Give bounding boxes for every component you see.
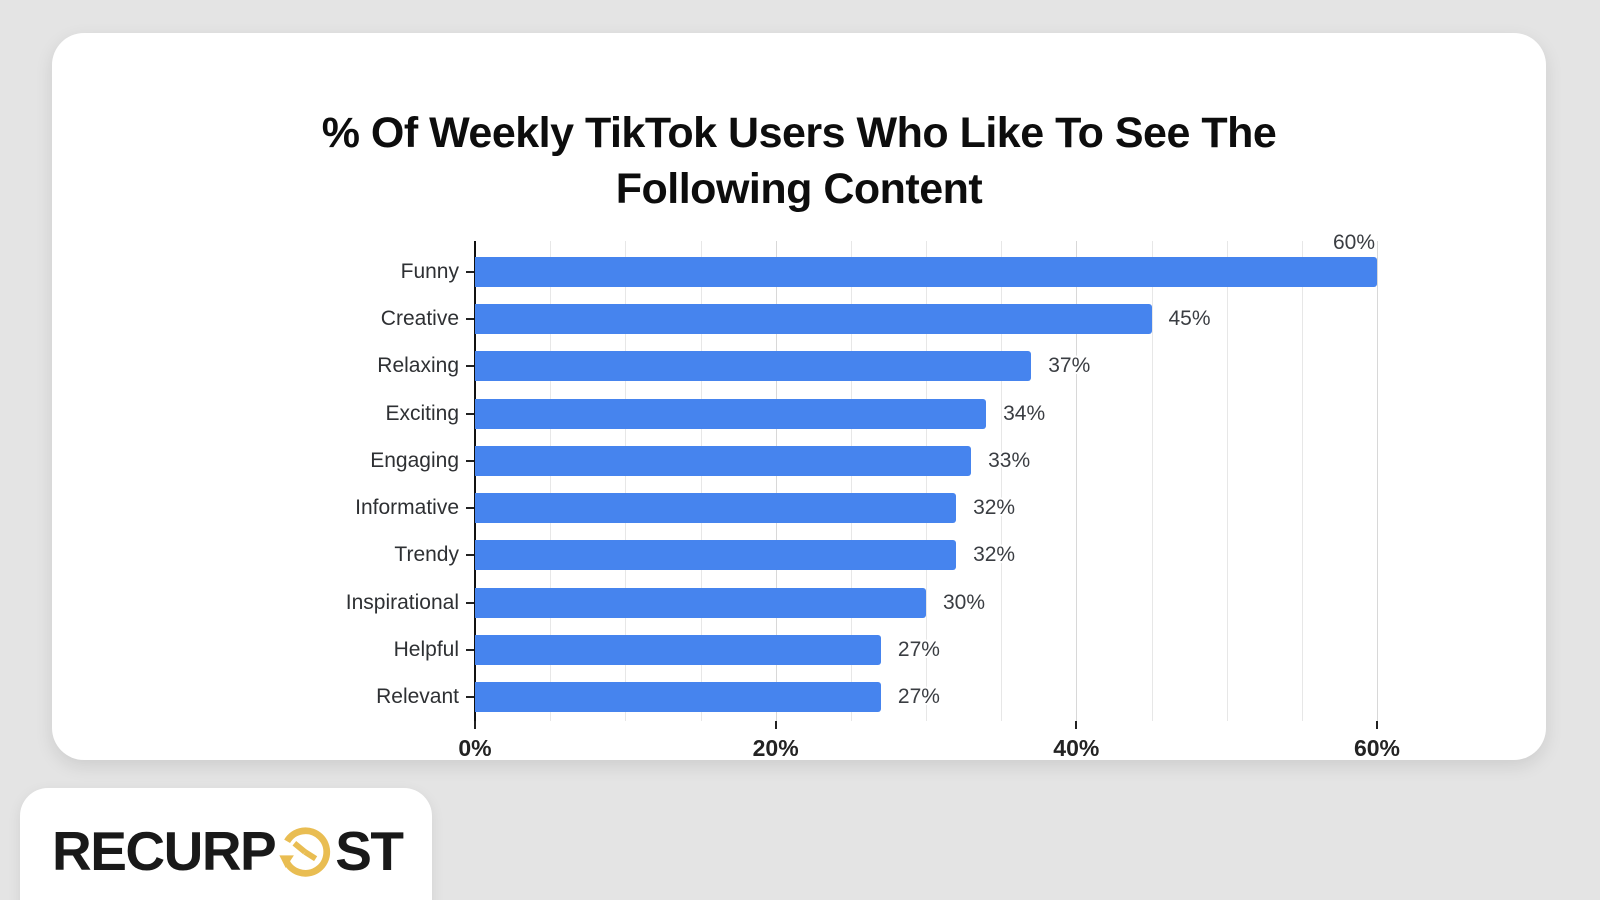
y-tick-mark [466, 507, 475, 510]
bar-row-creative: 45% [475, 295, 1377, 342]
x-tick-mark-20% [774, 721, 777, 729]
bar-value-relevant: 27% [897, 685, 940, 709]
gridline-20 [775, 241, 777, 721]
x-tick-label-0%: 0% [458, 735, 492, 761]
chart-card: % Of Weekly TikTok Users Who Like To See… [52, 33, 1546, 761]
category-row-exciting: Exciting [52, 390, 475, 437]
x-tick-label-40%: 40% [1053, 735, 1100, 761]
y-tick-mark [466, 601, 475, 604]
y-tick-mark [466, 554, 475, 557]
bar-creative [475, 303, 1152, 334]
y-tick-mark [466, 270, 475, 273]
category-label-engaging: Engaging [370, 448, 459, 472]
y-tick-mark [466, 459, 475, 462]
gridline-60 [1377, 241, 1378, 721]
category-row-relaxing: Relaxing [52, 343, 475, 390]
logo-text-left: RECURP [52, 820, 277, 882]
y-tick-mark [466, 317, 475, 320]
bar-row-informative: 32% [475, 484, 1377, 531]
bar-row-helpful: 27% [475, 626, 1377, 673]
bar-value-exciting: 34% [1003, 401, 1046, 425]
bar-row-trendy: 32% [475, 532, 1377, 579]
category-label-relevant: Relevant [376, 685, 459, 709]
category-label-relaxing: Relaxing [377, 354, 459, 378]
y-axis-line [474, 241, 476, 721]
clock-history-icon [279, 827, 331, 877]
gridline-50 [1226, 241, 1228, 721]
logo-card: RECURP ST [20, 788, 432, 900]
y-tick-mark [466, 649, 475, 652]
bar-row-inspirational: 30% [475, 579, 1377, 626]
category-row-funny: Funny [52, 248, 475, 295]
x-tick-mark-40% [1075, 721, 1078, 729]
category-label-trendy: Trendy [394, 543, 459, 567]
y-tick-mark [466, 412, 475, 415]
bar-inspirational [475, 587, 926, 618]
bar-funny [475, 256, 1377, 287]
recurpost-logo: RECURP ST [52, 819, 404, 883]
bars-container: 60% 45% 37% 34% 33% 32% 32% 30% 27% 27% [475, 231, 1377, 721]
chart-title: % Of Weekly TikTok Users Who Like To See… [321, 109, 1277, 213]
gridline-40 [1076, 241, 1078, 721]
category-row-helpful: Helpful [52, 626, 475, 673]
category-row-inspirational: Inspirational [52, 579, 475, 626]
bar-informative [475, 493, 957, 524]
bar-value-trendy: 32% [973, 543, 1016, 567]
category-row-creative: Creative [52, 295, 475, 342]
bar-row-exciting: 34% [475, 390, 1377, 437]
bar-relevant [475, 682, 881, 713]
bar-value-engaging: 33% [988, 448, 1031, 472]
gridline-45 [1151, 241, 1153, 721]
category-label-helpful: Helpful [393, 638, 459, 662]
bar-relaxing [475, 351, 1032, 382]
category-row-relevant: Relevant [52, 674, 475, 721]
category-row-trendy: Trendy [52, 532, 475, 579]
gridline-55 [1301, 241, 1303, 721]
bar-value-inspirational: 30% [943, 590, 986, 614]
y-tick-mark [466, 696, 475, 699]
plot-area: 60% 45% 37% 34% 33% 32% 32% 30% 27% 27% [474, 231, 1378, 721]
category-label-creative: Creative [380, 306, 459, 330]
gridline-35 [1001, 241, 1003, 721]
gridline-25 [850, 241, 852, 721]
bar-engaging [475, 445, 972, 476]
gridline-10 [625, 241, 627, 721]
logo-text-right: ST [335, 820, 404, 882]
bar-value-funny: 60% [1332, 231, 1375, 254]
gridline-5 [550, 241, 552, 721]
bar-value-helpful: 27% [897, 638, 940, 662]
x-tick-mark-60% [1376, 721, 1378, 729]
bar-trendy [475, 540, 957, 571]
y-tick-mark [466, 365, 475, 368]
category-label-informative: Informative [355, 496, 459, 520]
bar-value-relaxing: 37% [1048, 354, 1091, 378]
bar-row-relevant: 27% [475, 674, 1377, 721]
bar-helpful [475, 635, 881, 666]
bar-exciting [475, 398, 987, 429]
category-label-inspirational: Inspirational [345, 590, 459, 614]
bar-row-funny: 60% [475, 231, 1377, 295]
bar-value-creative: 45% [1168, 306, 1211, 330]
bar-row-relaxing: 37% [475, 343, 1377, 390]
category-label-funny: Funny [400, 259, 459, 283]
bar-row-engaging: 33% [475, 437, 1377, 484]
bar-value-informative: 32% [973, 496, 1016, 520]
gridline-30 [926, 241, 927, 721]
x-tick-label-20%: 20% [752, 735, 799, 761]
category-row-engaging: Engaging [52, 437, 475, 484]
category-row-informative: Informative [52, 484, 475, 531]
category-label-exciting: Exciting [385, 401, 459, 425]
x-tick-mark-0% [474, 721, 476, 729]
y-axis-labels: Funny Creative Relaxing Exciting Engaging Inf… [52, 248, 475, 721]
x-tick-label-60%: 60% [1353, 735, 1401, 761]
gridline-15 [700, 241, 702, 721]
